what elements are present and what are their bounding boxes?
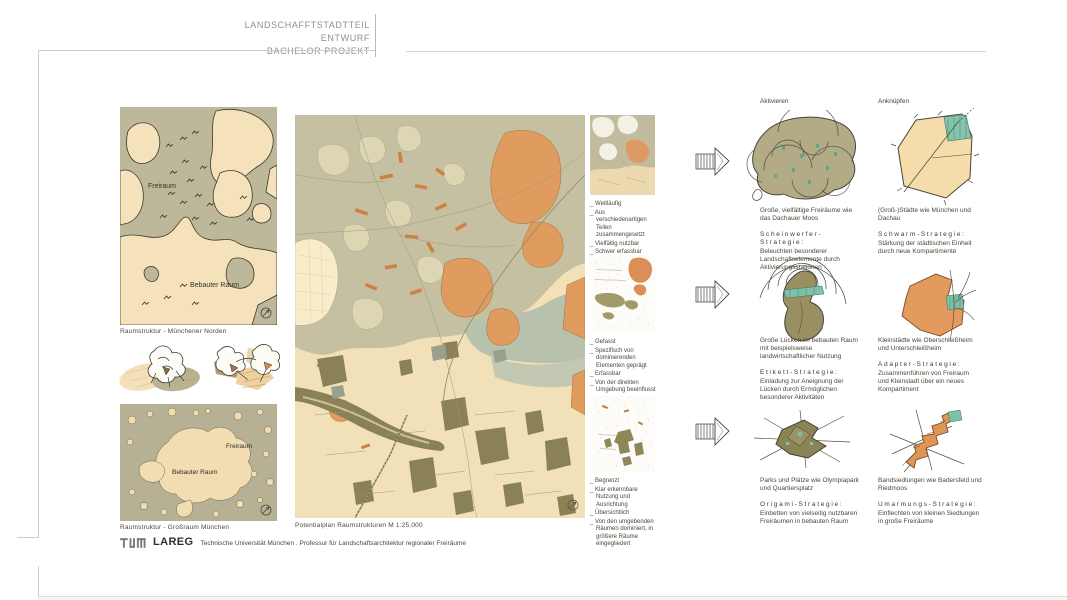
frame-left-rule xyxy=(38,50,39,538)
strategy-name: Etikett-Strategie: xyxy=(760,369,839,376)
strategy-name: Adapter-Strategie: xyxy=(878,361,962,368)
analysis-thumb-1 xyxy=(590,115,655,195)
bullet: Schwer erfassbar xyxy=(595,249,656,257)
frame-top-right-rule xyxy=(406,51,986,52)
map-grossraum-caption: Raumstruktur - Großraum München xyxy=(120,524,230,531)
sketch-arrow-icon xyxy=(693,278,731,311)
page-title: LANDSCHAFFTSTADTTEIL ENTWURF BACHELOR PR… xyxy=(222,19,370,58)
strategy-caption: Bandsiedlungen wie Badersfeld und Riedmo… xyxy=(878,477,982,492)
strategy-card-schwarm: (Groß-)Städte wie München und Dachau Sch… xyxy=(878,207,981,256)
map-region-label-bebaut: Bebauter Raum xyxy=(172,469,218,476)
strategy-caption: Große, vielfältige Freiräume wie das Dac… xyxy=(760,207,853,222)
strategy-description: Einbetten von vielseitig nutzbaren Freir… xyxy=(760,510,858,525)
strategy-description: Stärkung der städtischen Einheit durch n… xyxy=(878,240,972,255)
title-divider xyxy=(375,14,376,57)
analysis-bullets-3: Begrenzt Klar erkennbare Nutzung und Aus… xyxy=(590,478,656,549)
diagram-umarmung xyxy=(886,408,974,474)
bullet: Von der direkten Umgebung beeinflusst xyxy=(595,380,656,395)
bullet: Spezifisch von dominierenden Elementen g… xyxy=(595,348,656,371)
tum-logo-icon xyxy=(120,538,146,548)
strategy-name: Schwarm-Strategie: xyxy=(878,231,966,238)
strategy-card-umarmung: Bandsiedlungen wie Badersfeld und Riedmo… xyxy=(878,477,983,526)
sketch-arrow-icon xyxy=(693,145,731,178)
strategy-name: Umarmungs-Strategie: xyxy=(878,501,978,508)
diagram-origami xyxy=(752,408,852,470)
strategy-card-adapter: Kleinstädte wie Oberschleißheim und Unte… xyxy=(878,337,981,394)
analysis-item-1: Weitläufig Aus verschiedenartigen Teilen… xyxy=(590,115,656,266)
map-muenchener-norden-caption: Raumstruktur - Münchener Norden xyxy=(120,328,227,335)
strategy-name: Scheinwerfer-Strategie: xyxy=(760,231,823,246)
strategy-card-origami: Parks und Plätze wie Olympiapark und Qua… xyxy=(760,477,863,526)
bullet: Vielfältig nutzbar xyxy=(595,241,656,249)
bullet: Gefasst xyxy=(595,339,656,347)
next-page-top-rule xyxy=(38,596,1067,597)
strategy-col-header-anknuepfen: Anknüpfen xyxy=(878,98,910,105)
potentialplan-map: Potentialplan Raumstrukturen M 1:25.000 xyxy=(295,115,585,529)
diagram-adapter xyxy=(892,268,976,348)
bullet: Übersichtlich xyxy=(595,510,656,518)
north-arrow-icon xyxy=(260,504,272,516)
diagram-schwarm xyxy=(888,108,980,208)
north-arrow-icon xyxy=(260,307,272,319)
map-region-label-freiraum: Freiraum xyxy=(226,443,252,450)
footer: LAREG Technische Universität München . P… xyxy=(120,536,466,548)
bullet: Aus verschiedenartigen Teilen zusammenge… xyxy=(595,210,656,240)
analysis-bullets-2: Gefasst Spezifisch von dominierenden Ele… xyxy=(590,339,656,395)
analysis-item-2: Gefasst Spezifisch von dominierenden Ele… xyxy=(590,255,656,396)
page-title-line2: BACHELOR PROJEKT xyxy=(266,46,370,56)
strategy-caption: Parks und Plätze wie Olympiapark und Qua… xyxy=(760,477,859,492)
strategy-caption: Große Lücken im bebauten Raum mit beispi… xyxy=(760,337,858,360)
potentialplan-graphic xyxy=(295,115,585,518)
affiliation-text: Technische Universität München . Profess… xyxy=(200,540,467,547)
map-muenchener-norden-graphic: Freiraum Bebauter Raum xyxy=(120,107,277,325)
analysis-thumb-2 xyxy=(590,255,655,333)
sketch-wrestlers-1 xyxy=(118,339,203,395)
strategy-description: Einladung zur Aneignung der Lücken durch… xyxy=(760,378,844,401)
north-arrow-icon xyxy=(567,499,579,511)
frame-top-left-rule xyxy=(38,50,375,51)
strategy-name: Origami-Strategie: xyxy=(760,501,844,508)
sketch-wrestlers-2 xyxy=(208,340,284,393)
frame-bottom-tick xyxy=(17,537,38,538)
bullet: Begrenzt xyxy=(595,478,656,486)
strategy-col-header-aktivieren: Aktivieren xyxy=(760,98,789,105)
map-grossraum-graphic: Freiraum Bebauter Raum xyxy=(120,404,277,521)
bullet: Weitläufig xyxy=(595,201,656,209)
strategy-caption: (Groß-)Städte wie München und Dachau xyxy=(878,207,971,222)
strategy-description: Einflechten von kleinen Siedlungen in gr… xyxy=(878,510,980,525)
map-north-label-freiraum: Freiraum xyxy=(148,183,176,190)
map-muenchener-norden: Freiraum Bebauter Raum Raumstruktur - Mü… xyxy=(120,107,277,335)
strategy-caption: Kleinstädte wie Oberschleißheim und Unte… xyxy=(878,337,973,352)
bullet: Klar erkennbare Nutzung und Ausrichtung xyxy=(595,487,656,510)
strategy-description: Zusammenführen von Freiraum und Kleinsta… xyxy=(878,370,970,393)
page-title-line1: LANDSCHAFFTSTADTTEIL ENTWURF xyxy=(244,20,370,43)
diagram-etikett xyxy=(752,256,852,350)
next-page-left-rule xyxy=(38,566,39,597)
sketch-arrow-icon xyxy=(693,415,731,448)
potentialplan-caption: Potentialplan Raumstrukturen M 1:25.000 xyxy=(295,522,423,529)
analysis-thumb-3 xyxy=(590,396,655,472)
map-north-label-bebaut: Bebauter Raum xyxy=(190,282,239,289)
lareg-logo: LAREG xyxy=(153,536,194,548)
diagram-scheinwerfer xyxy=(742,110,864,206)
next-page-fill xyxy=(38,597,1067,600)
bullet: Erfassbar xyxy=(595,371,656,379)
strategy-card-etikett: Große Lücken im bebauten Raum mit beispi… xyxy=(760,337,863,402)
bullet: Von den umgebenden Räumen dominiert, in … xyxy=(595,519,656,549)
map-grossraum-muenchen: Freiraum Bebauter Raum Raumstruktur - Gr… xyxy=(120,404,277,531)
analysis-item-3: Begrenzt Klar erkennbare Nutzung und Aus… xyxy=(590,396,656,550)
